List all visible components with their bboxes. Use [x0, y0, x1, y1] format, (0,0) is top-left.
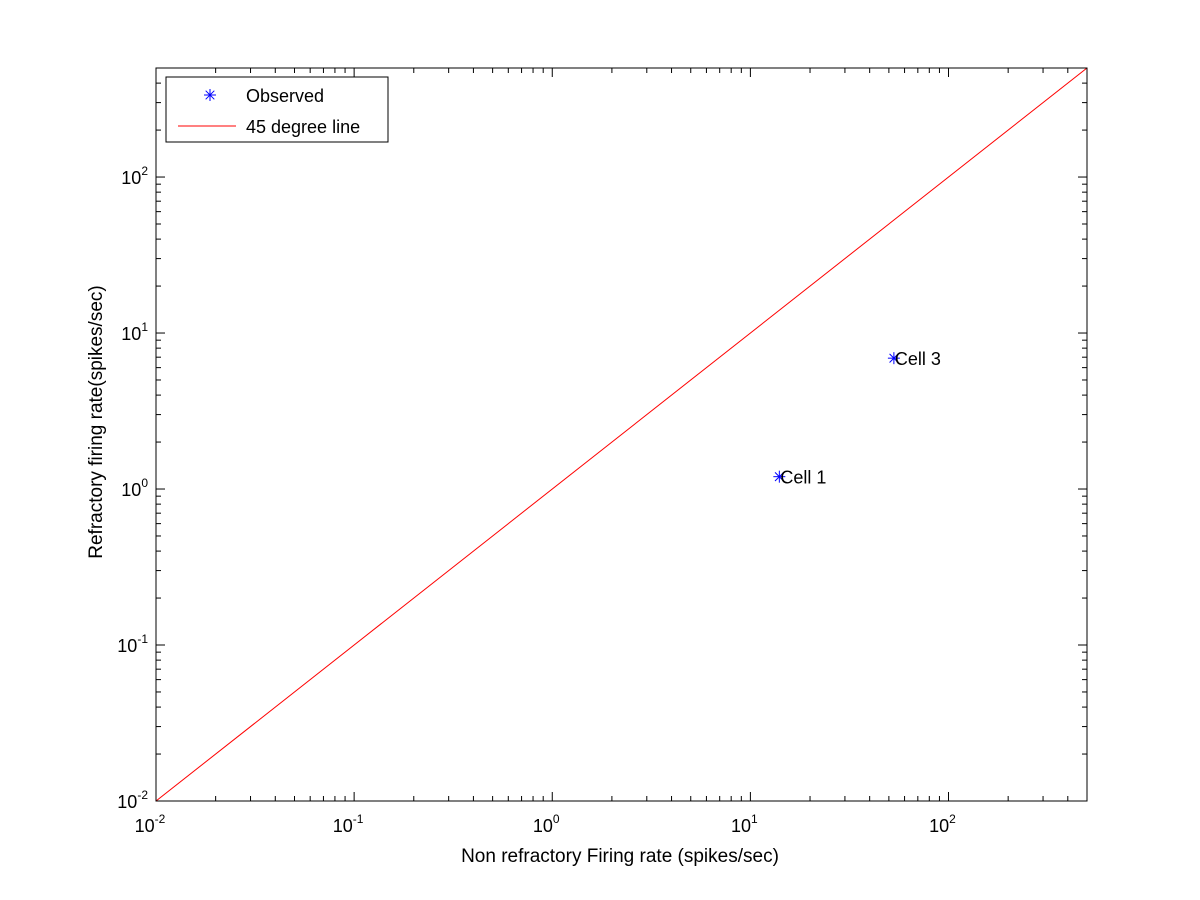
asterisk-stroke	[205, 90, 215, 100]
x-tick-label-base: 10	[135, 816, 155, 836]
data-marks: Cell 1 Cell 3	[156, 68, 1087, 801]
asterisk-stroke	[774, 471, 785, 482]
x-tick-label: 10-1	[333, 812, 364, 836]
x-tick-label: 101	[731, 812, 758, 836]
x-tick-label-base: 10	[333, 816, 353, 836]
x-tick-label: 10-2	[135, 812, 166, 836]
y-tick-label: 10-2	[117, 788, 148, 812]
axes-frame	[155, 67, 1088, 802]
x-axis-label: Non refractory Firing rate (spikes/sec)	[461, 846, 779, 867]
series-line-45-degree	[156, 68, 1087, 801]
data-label-cell-1: Cell 1	[780, 468, 826, 488]
x-tick-label: 100	[533, 812, 560, 836]
x-tick-label-base: 10	[533, 816, 553, 836]
legend-label: 45 degree line	[246, 117, 360, 137]
y-tick-label: 10-1	[117, 632, 148, 656]
x-tick-label-base: 10	[929, 816, 949, 836]
data-point-cell-3	[887, 352, 900, 365]
y-tick-label: 100	[121, 476, 148, 500]
y-tick-label-exponent: 2	[141, 164, 148, 178]
y-tick-label-exponent: -2	[137, 788, 148, 802]
y-tick-label-exponent: 1	[141, 320, 148, 334]
x-tick-label-exponent: -1	[353, 812, 364, 826]
x-tick-label-exponent: -2	[155, 812, 166, 826]
y-tick-label-base: 10	[121, 324, 141, 344]
y-tick-label-base: 10	[121, 480, 141, 500]
data-label-cell-3: Cell 3	[895, 349, 941, 369]
x-tick-label-exponent: 0	[553, 812, 560, 826]
legend: Observed 45 degree line	[165, 76, 389, 143]
legend-swatch-marker	[204, 89, 216, 101]
x-tick-label-exponent: 2	[949, 812, 956, 826]
y-axis-label: Refractory firing rate(spikes/sec)	[86, 285, 107, 558]
legend-label: Observed	[246, 86, 324, 106]
y-tick-label-exponent: -1	[137, 632, 148, 646]
y-tick-label: 102	[121, 164, 148, 188]
y-tick-label-base: 10	[121, 168, 141, 188]
legend-box	[165, 76, 389, 143]
y-tick-label-base: 10	[117, 792, 137, 812]
x-tick-label: 102	[929, 812, 956, 836]
x-tick-label-base: 10	[731, 816, 751, 836]
y-tick-label-base: 10	[117, 636, 137, 656]
x-tick-label-exponent: 1	[751, 812, 758, 826]
y-tick-label: 101	[121, 320, 148, 344]
asterisk-stroke	[889, 353, 899, 363]
data-point-cell-1	[773, 470, 786, 483]
y-tick-label-exponent: 0	[141, 476, 148, 490]
